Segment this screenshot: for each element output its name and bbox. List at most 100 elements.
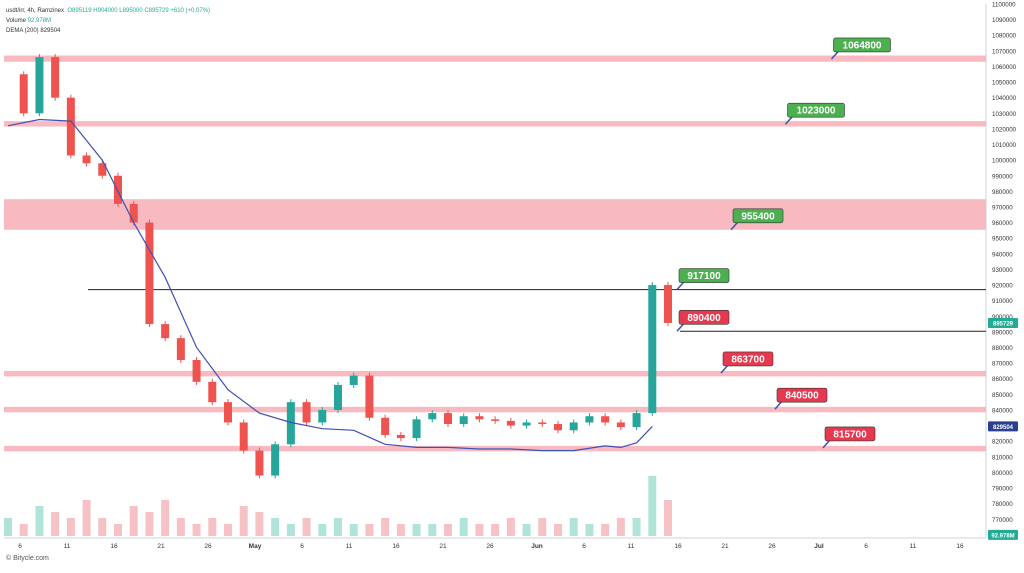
volume-bar [286, 524, 295, 536]
time-tick-label: 26 [486, 543, 494, 550]
candle-body [396, 434, 405, 439]
candle-body [632, 413, 641, 428]
time-tick-label: 26 [204, 543, 212, 550]
volume-bar [318, 524, 327, 536]
volume-bar [224, 524, 232, 536]
price-tick-label: 850000 [992, 392, 1013, 399]
zone-callout [678, 309, 730, 325]
volume-bar [648, 476, 657, 536]
candle-body [114, 175, 122, 204]
candle-body [145, 222, 154, 325]
time-tick-label: 16 [392, 543, 400, 550]
dema-line [7, 118, 653, 452]
volume-bar [98, 518, 107, 536]
zone-callout-label: 1023000 [797, 106, 836, 117]
time-tick-label: 21 [721, 543, 729, 550]
candle-body [601, 416, 610, 423]
price-tick-label: 790000 [992, 486, 1013, 493]
price-tick-label: 1030000 [992, 111, 1017, 118]
candle-body [569, 422, 578, 431]
candle-body [412, 419, 421, 439]
zone-callout-label: 815700 [833, 429, 867, 440]
candle-body [271, 444, 280, 476]
price-tick-label: 780000 [992, 501, 1013, 508]
volume-bar [428, 524, 437, 536]
volume-bar [475, 524, 484, 536]
candle-body [444, 413, 452, 425]
zone-callout [732, 208, 784, 224]
zone-callout-label: 955400 [741, 211, 775, 222]
time-tick-label: 11 [910, 543, 917, 550]
price-tick-label: 890000 [992, 329, 1013, 336]
volume-bar [208, 518, 217, 536]
volume-bar [632, 518, 641, 536]
volume-bar [381, 518, 390, 536]
candle-body [35, 57, 44, 114]
candle-body [365, 375, 374, 418]
chart-legend: usdt/irr, 4h, Ramzinex O895119 H904000 L… [6, 6, 210, 36]
volume-bar [459, 518, 468, 536]
volume-bar [35, 506, 44, 536]
price-tick-label: 880000 [992, 345, 1013, 352]
volume-bar [19, 524, 28, 536]
zone-callout [833, 37, 891, 53]
volume-bar [176, 518, 185, 536]
price-tick-label: 1070000 [992, 48, 1017, 55]
volume-bar [255, 512, 264, 536]
volume-bar [491, 524, 500, 536]
candle-body [161, 324, 170, 339]
price-tick-label: 860000 [992, 376, 1013, 383]
candle-body [349, 375, 358, 385]
volume-bar [569, 518, 578, 536]
zone-band [4, 55, 986, 62]
axis-marker-label: 895729 [993, 321, 1014, 327]
candle-body [255, 450, 264, 476]
zone-callout-label: 890400 [687, 313, 721, 324]
volume-bar [349, 524, 358, 536]
price-tick-label: 1050000 [992, 80, 1017, 87]
volume-bar [585, 524, 594, 536]
candle-body [664, 285, 672, 323]
volume-bar [334, 518, 342, 536]
price-tick-label: 940000 [992, 251, 1013, 258]
candle-body [66, 97, 75, 156]
zone-callout-label: 840500 [785, 391, 819, 402]
time-tick-label: 16 [674, 543, 682, 550]
time-tick-label: 21 [157, 543, 165, 550]
legend-symbol: usdt/irr, 4h, Ramzinex [6, 8, 65, 14]
time-tick-label: 16 [110, 543, 118, 550]
time-tick-label: 6 [300, 543, 304, 550]
volume-bar [522, 524, 531, 536]
volume-bar [506, 518, 515, 536]
price-tick-label: 1100000 [992, 2, 1016, 9]
price-tick-label: 980000 [992, 189, 1013, 196]
price-tick-label: 960000 [992, 220, 1013, 227]
volume-bar [365, 524, 374, 536]
price-tick-label: 1080000 [992, 33, 1017, 40]
footer-watermark: © Bitycle.com [6, 555, 49, 562]
price-tick-label: 1040000 [992, 95, 1017, 102]
candle-body [475, 416, 484, 420]
candle-body [491, 419, 500, 421]
axis-marker [988, 529, 1018, 540]
volume-bar [51, 512, 60, 536]
price-tick-label: 870000 [992, 361, 1013, 368]
volume-bar [396, 524, 405, 536]
zone-callout [722, 351, 774, 367]
volume-bar [616, 518, 625, 536]
zone-callout [787, 102, 845, 118]
candle-body [286, 402, 295, 445]
candle-body [428, 413, 437, 420]
legend-ohlc: O895119 H904000 L895000 C895729 +610 (+0… [67, 8, 211, 14]
candle-body [459, 416, 468, 425]
candle-body [538, 422, 547, 425]
volume-bar [192, 524, 201, 536]
volume-bar [82, 500, 91, 536]
candle-body [51, 57, 60, 98]
zone-band [4, 370, 986, 377]
time-tick-label: Jun [531, 543, 543, 550]
price-tick-label: 1000000 [992, 158, 1017, 165]
candle-body [554, 424, 562, 431]
